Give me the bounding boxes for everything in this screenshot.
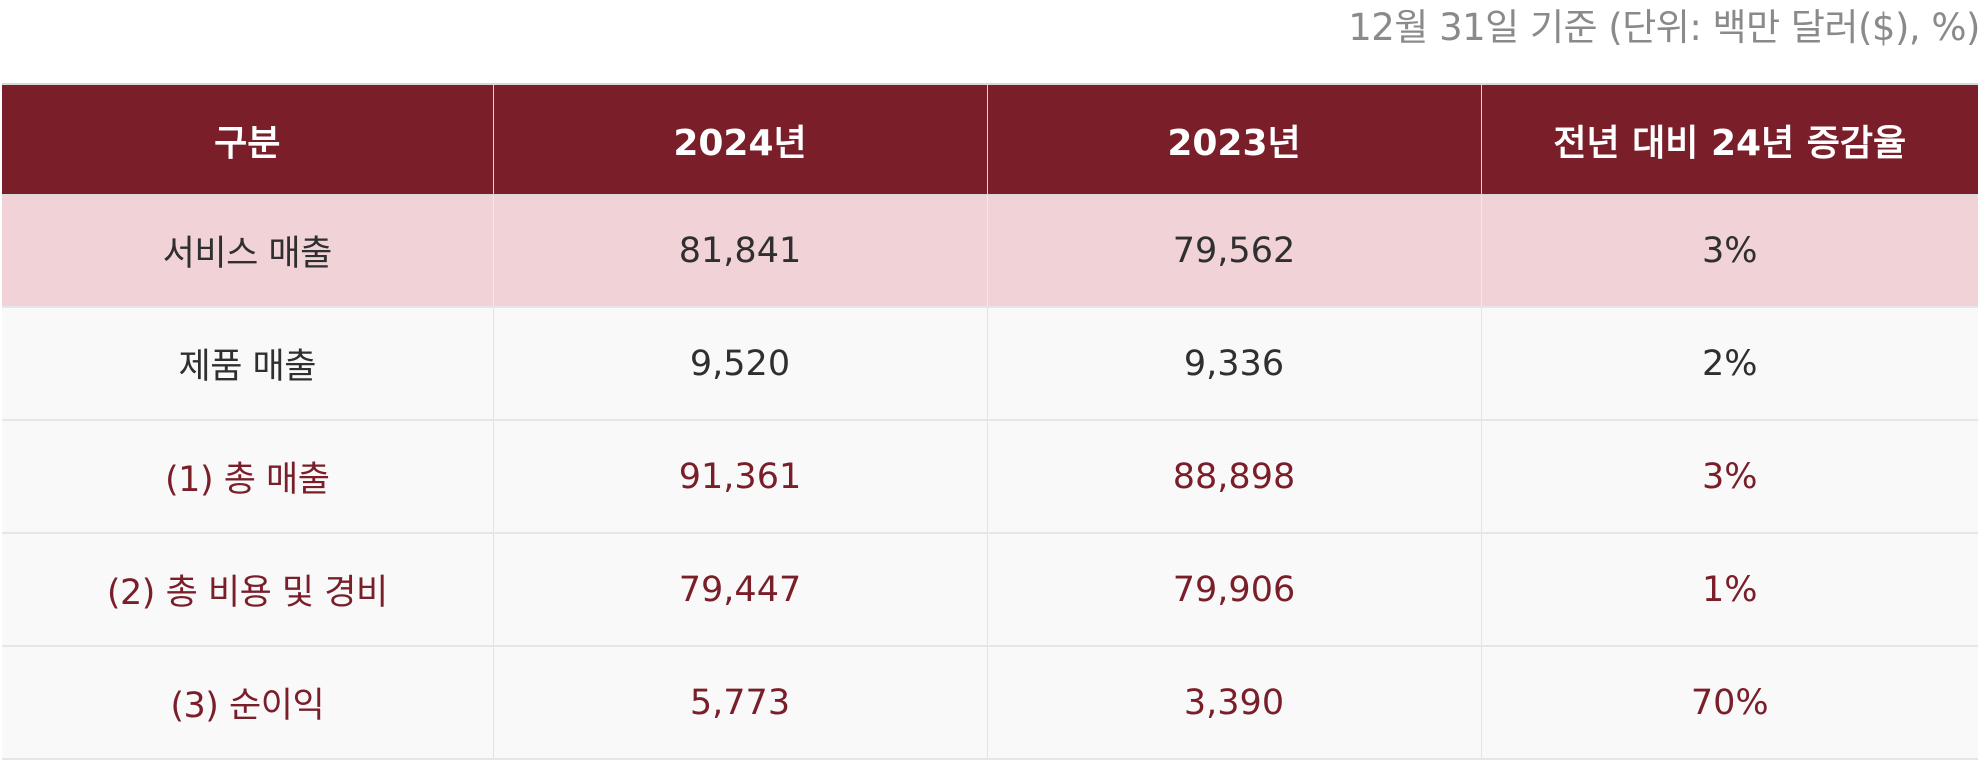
table-header: 구분 2024년 2023년 전년 대비 24년 증감율 — [2, 83, 1978, 195]
value-2023: 3,390 — [986, 646, 1481, 760]
header-row: 구분 2024년 2023년 전년 대비 24년 증감율 — [2, 83, 1978, 195]
value-change: 2% — [1480, 307, 1978, 421]
table-body: 서비스 매출 81,841 79,562 3% 제품 매출 9,520 9,33… — [2, 194, 1978, 760]
value-2024: 9,520 — [492, 307, 987, 421]
row-label: (1) 총 매출 — [2, 420, 493, 534]
value-2024: 81,841 — [492, 194, 987, 308]
value-2023: 79,906 — [986, 533, 1481, 647]
table-row: 제품 매출 9,520 9,336 2% — [2, 307, 1978, 421]
header-2024: 2024년 — [492, 83, 987, 195]
table-row: (3) 순이익 5,773 3,390 70% — [2, 646, 1978, 760]
value-2023: 79,562 — [986, 194, 1481, 308]
row-label: 제품 매출 — [2, 307, 493, 421]
value-2023: 9,336 — [986, 307, 1481, 421]
table-row: (1) 총 매출 91,361 88,898 3% — [2, 420, 1978, 534]
unit-note: 12월 31일 기준 (단위: 백만 달러($), %) — [1348, 6, 1980, 49]
header-2023: 2023년 — [986, 83, 1481, 195]
value-change: 70% — [1480, 646, 1978, 760]
financial-table: 구분 2024년 2023년 전년 대비 24년 증감율 서비스 매출 81,8… — [2, 83, 1978, 760]
row-label: 서비스 매출 — [2, 194, 493, 308]
value-2024: 5,773 — [492, 646, 987, 760]
value-change: 3% — [1480, 194, 1978, 308]
table-row: 서비스 매출 81,841 79,562 3% — [2, 194, 1978, 308]
value-2023: 88,898 — [986, 420, 1481, 534]
value-change: 1% — [1480, 533, 1978, 647]
value-2024: 91,361 — [492, 420, 987, 534]
header-category: 구분 — [2, 83, 493, 195]
table-row: (2) 총 비용 및 경비 79,447 79,906 1% — [2, 533, 1978, 647]
row-label: (3) 순이익 — [2, 646, 493, 760]
header-yoy-change: 전년 대비 24년 증감율 — [1480, 83, 1978, 195]
value-2024: 79,447 — [492, 533, 987, 647]
row-label: (2) 총 비용 및 경비 — [2, 533, 493, 647]
value-change: 3% — [1480, 420, 1978, 534]
